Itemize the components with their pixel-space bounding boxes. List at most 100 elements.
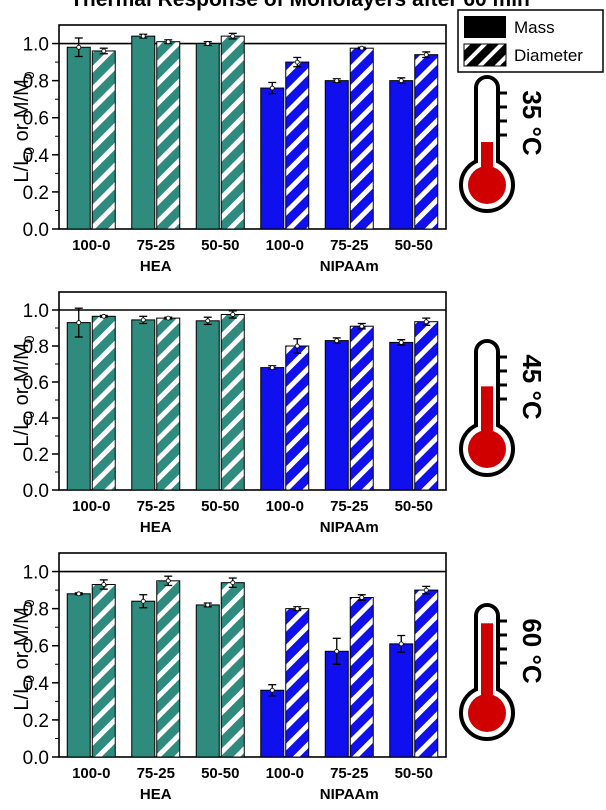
y-tick-label: 0.0 [23,748,49,769]
mean-marker [423,319,429,325]
x-category-label: 75-25 [330,237,368,254]
thermometer-fill-bulb [468,430,506,468]
bar-diameter-5 [349,47,374,230]
x-group-label: HEA [140,786,172,803]
mean-marker [101,582,107,587]
mean-marker [140,317,146,323]
bar-mass-5 [324,80,349,230]
y-axis-label-sub: 0 [21,71,37,79]
y-axis-label-part: L/L [11,155,33,183]
bar-diameter-1 [91,315,116,491]
x-group-label: HEA [140,519,172,536]
y-axis-label-part: or M/M [11,79,33,147]
mean-marker [294,59,300,65]
bar-mass-6 [389,643,414,758]
thermometer-icon [459,339,515,477]
bar-mass-2 [131,600,156,758]
plot-frame [58,24,447,230]
bar-mass-3 [195,320,220,491]
x-category-label: 50-50 [201,498,239,515]
x-category-label: 100-0 [72,498,110,515]
mean-marker [334,338,340,344]
y-tick-label: 1.0 [23,301,49,322]
y-axis-label-part: L/L [11,683,33,711]
thermometer-fill [481,623,493,713]
mean-marker [423,587,429,593]
thermometer-fill-bulb [468,694,506,732]
bar-mass-4 [260,87,285,230]
bar-diameter-5 [349,597,374,758]
mean-marker [230,312,236,317]
y-tick-label: 0.8 [23,72,49,93]
mean-marker [140,598,146,604]
plot-frame [58,291,447,491]
y-axis-label-part: or M/M [11,607,33,675]
bar-mass-3 [195,43,220,230]
bar-mass-1 [66,322,91,491]
mean-marker [165,39,171,45]
y-tick-label: 0.6 [23,637,49,658]
mean-marker [294,606,300,612]
mean-marker [359,595,365,600]
y-axis-label-part: or M/M [11,343,33,411]
bar-diameter-1 [91,584,116,758]
mean-marker [165,578,171,584]
temperature-label: 60 °C [517,618,547,684]
bar-mass-5 [324,650,349,758]
bar-mass-5 [324,340,349,491]
mean-marker [398,641,404,647]
bar-diameter-2 [156,41,181,230]
mean-marker [205,318,211,324]
x-category-label: 100-0 [266,765,304,782]
x-category-label: 100-0 [72,237,110,254]
x-category-label: 75-25 [137,498,175,515]
mean-marker [359,45,365,51]
y-axis-label: L/L0 or M/M0 [11,599,37,710]
bar-diameter-4 [285,345,310,491]
x-category-label: 50-50 [201,765,239,782]
mean-marker [205,602,211,608]
y-tick-label: 0.2 [23,445,49,466]
bar-diameter-1 [91,50,116,230]
mean-marker [76,44,82,50]
bar-diameter-3 [220,582,245,758]
bar-diameter-6 [414,54,439,230]
mean-marker [423,52,429,58]
temperature-label: 45 °C [517,354,547,420]
y-tick-label: 0.0 [23,481,49,502]
legend: Mass Diameter [457,9,604,73]
bar-mass-6 [389,341,414,491]
mean-marker [140,33,146,39]
x-category-label: 50-50 [395,498,433,515]
x-category-label: 75-25 [137,237,175,254]
chart-title: Thermal Response of Monolayers after 60 … [70,0,530,11]
y-tick-label: 0.6 [23,373,49,394]
y-tick-label: 0.8 [23,600,49,621]
bar-mass-1 [66,46,91,230]
y-tick-label: 0.6 [23,109,49,130]
x-category-label: 75-25 [330,498,368,515]
bar-diameter-6 [414,321,439,491]
legend-swatch-mass [464,16,506,38]
bar-diameter-3 [220,314,245,491]
mean-marker [165,315,171,321]
x-group-label: HEA [140,258,172,275]
temperature-label: 35 °C [517,90,547,156]
bar-mass-3 [195,604,220,758]
y-tick-label: 1.0 [23,563,49,584]
x-category-label: 75-25 [137,765,175,782]
x-group-label: NIPAAm [320,258,379,275]
y-tick-label: 0.4 [23,409,50,430]
bar-diameter-5 [349,325,374,491]
bar-diameter-2 [156,580,181,758]
y-tick-label: 0.2 [23,183,49,204]
mean-marker [76,320,82,326]
y-tick-label: 0.2 [23,711,49,732]
y-axis-label-sub: 0 [21,411,37,419]
y-axis-label-sub: 0 [21,147,37,155]
x-category-label: 100-0 [72,765,110,782]
bar-mass-2 [131,319,156,491]
